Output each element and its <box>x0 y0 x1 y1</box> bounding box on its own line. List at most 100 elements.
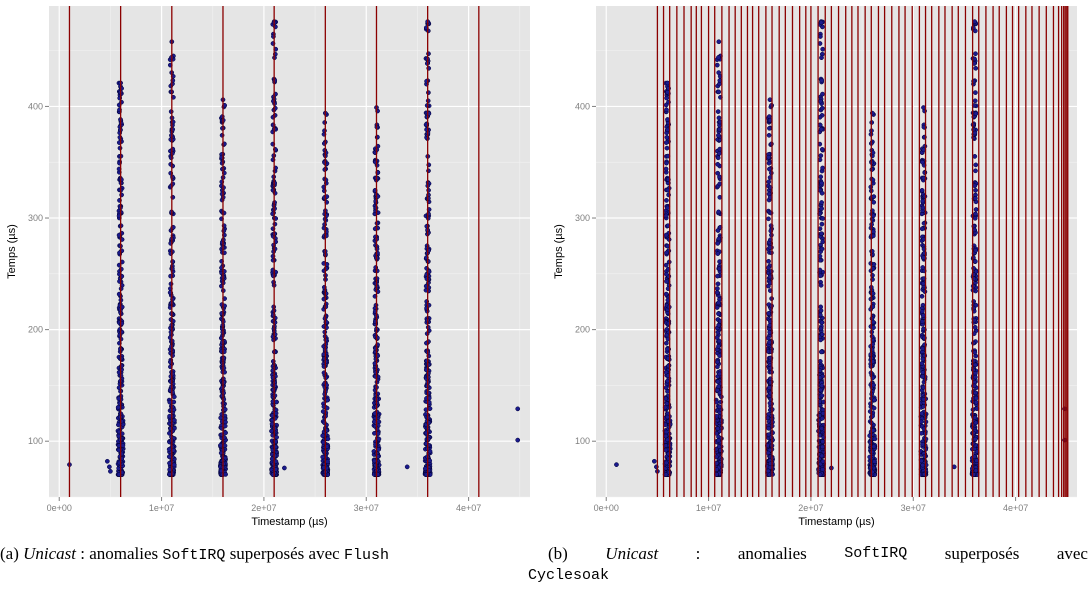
data-point <box>717 259 722 264</box>
data-point <box>323 291 329 296</box>
x-tick-label: 3e+07 <box>354 503 379 513</box>
data-point <box>717 353 722 358</box>
data-point <box>716 384 721 389</box>
data-point <box>820 46 826 52</box>
data-point <box>971 340 976 346</box>
data-point <box>116 422 121 428</box>
data-point <box>972 183 978 189</box>
data-point <box>920 265 926 270</box>
data-point <box>819 383 825 389</box>
data-point <box>766 425 772 431</box>
data-point <box>614 462 619 467</box>
data-point <box>817 273 823 279</box>
data-point <box>274 399 279 405</box>
data-point <box>120 443 126 448</box>
data-point <box>271 98 276 104</box>
data-point <box>223 472 228 477</box>
data-point <box>818 98 823 104</box>
data-point <box>869 333 875 339</box>
data-point <box>320 454 326 460</box>
data-point <box>373 265 379 270</box>
data-point <box>973 65 979 71</box>
data-point <box>323 150 329 156</box>
data-point <box>973 187 978 193</box>
caption-a: (a) Unicast : anomalies SoftIRQ superpos… <box>0 544 389 566</box>
data-point <box>819 426 825 431</box>
caption-a-italic: Unicast <box>23 544 77 563</box>
data-point <box>714 290 720 295</box>
x-axis-label: Timestamp (µs) <box>251 516 327 528</box>
caption-a-text2: superposés avec <box>225 544 344 563</box>
data-point <box>272 383 278 389</box>
data-point <box>919 319 925 324</box>
data-point <box>919 309 925 314</box>
data-point <box>716 133 721 138</box>
data-point <box>872 459 877 464</box>
data-point <box>323 266 329 271</box>
data-point <box>715 161 721 167</box>
data-point <box>663 213 669 219</box>
data-point <box>767 339 772 345</box>
data-point <box>768 170 774 176</box>
data-point <box>663 102 669 108</box>
data-point <box>117 134 123 140</box>
data-point <box>818 126 824 132</box>
data-point <box>664 327 670 332</box>
data-point <box>920 404 926 409</box>
data-point <box>919 361 925 366</box>
data-point <box>665 243 670 249</box>
data-point <box>972 415 978 421</box>
data-point <box>819 147 825 152</box>
data-point <box>973 207 979 212</box>
x-tick-label: 0e+00 <box>47 503 72 513</box>
data-point <box>767 244 773 250</box>
y-axis-label: Temps (µs) <box>553 224 565 279</box>
data-point <box>715 286 720 291</box>
data-point <box>424 358 430 364</box>
data-point <box>766 160 772 166</box>
data-point <box>972 215 978 221</box>
data-point <box>717 371 723 377</box>
data-point <box>716 438 721 443</box>
data-point <box>818 20 824 26</box>
data-point <box>664 198 669 203</box>
plot-panel <box>49 6 530 497</box>
data-point <box>973 468 979 473</box>
data-point <box>715 155 721 161</box>
data-point <box>868 440 873 445</box>
data-point <box>322 128 327 134</box>
data-point <box>373 370 379 375</box>
data-point <box>820 91 825 97</box>
data-point <box>820 165 825 171</box>
data-point <box>819 221 825 227</box>
data-point <box>766 311 772 316</box>
data-point <box>663 385 669 391</box>
data-point <box>376 436 382 442</box>
data-point <box>973 395 979 401</box>
data-point <box>715 426 721 431</box>
chart-a: 0e+00 1e+07 2e+07 3e+07 4e+07 100 200 300 400 Tim… <box>6 6 530 528</box>
data-point <box>664 134 670 140</box>
data-point <box>919 226 925 232</box>
data-point <box>108 468 113 474</box>
data-point <box>972 362 978 368</box>
caption-a-num: (a) <box>0 544 19 563</box>
data-point <box>716 39 722 45</box>
data-point <box>872 397 878 403</box>
y-tick-label: 100 <box>575 436 590 446</box>
data-point <box>716 311 721 317</box>
data-point <box>371 458 377 464</box>
data-point <box>325 459 330 464</box>
data-point <box>765 335 771 341</box>
data-point <box>819 105 825 111</box>
data-point <box>766 265 771 271</box>
data-point <box>820 439 826 444</box>
data-point <box>167 460 172 466</box>
data-point <box>973 420 979 426</box>
data-point <box>664 340 669 346</box>
data-point <box>973 162 979 168</box>
data-point <box>919 187 925 193</box>
data-point <box>818 34 823 39</box>
y-tick-label: 100 <box>28 436 43 446</box>
caption-a-text1: : anomalies <box>76 544 163 563</box>
